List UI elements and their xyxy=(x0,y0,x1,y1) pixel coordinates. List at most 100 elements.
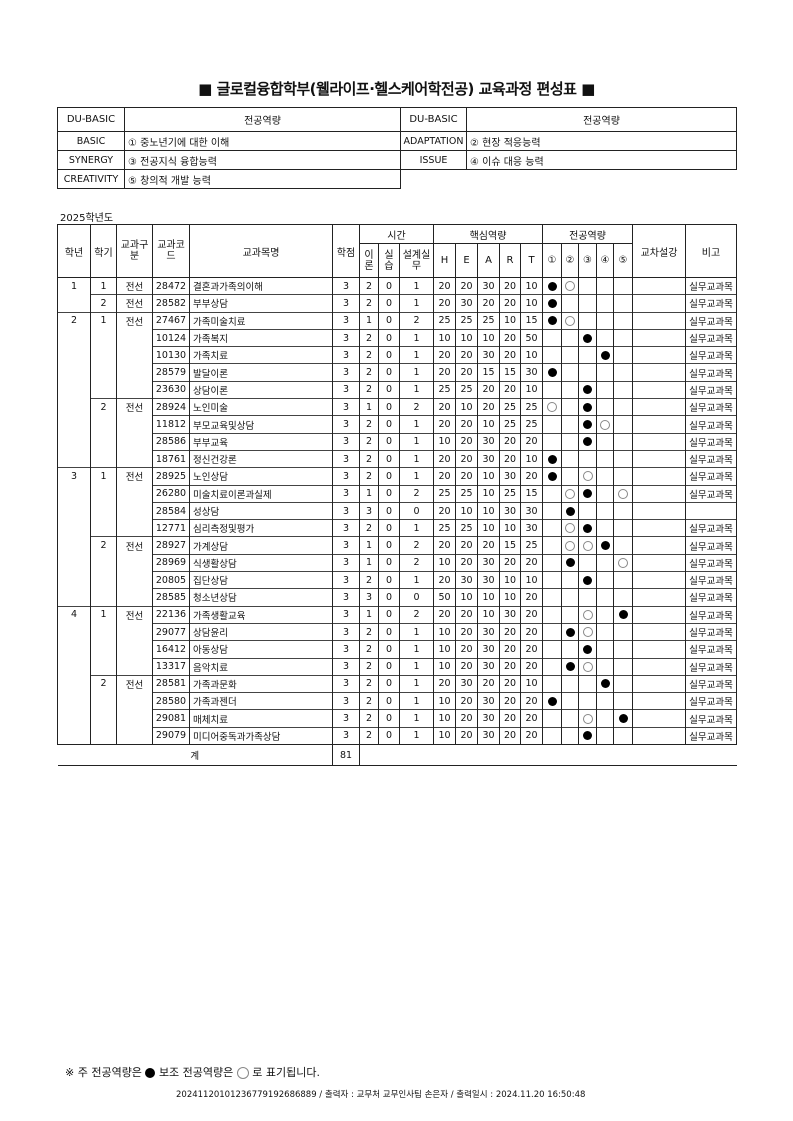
cell-course-name: 미술치료이론과실제 xyxy=(189,484,333,503)
cell-T: 10 xyxy=(520,449,543,468)
cell-course-name: 부부상담 xyxy=(189,294,333,313)
competency-value: ② 현장 적응능력 xyxy=(466,131,737,151)
cell-H: 20 xyxy=(433,449,456,468)
cell-major-1 xyxy=(542,588,562,607)
cell-semester xyxy=(90,692,117,710)
table-row: 13317 음악치료 3 2 0 1 10 20 30 20 20 실무교과목 xyxy=(57,657,737,676)
cell-type xyxy=(116,415,153,434)
cell-code: 11812 xyxy=(152,415,190,434)
legend-prefix: ※ 주 전공역량은 xyxy=(65,1066,142,1079)
cell-design: 1 xyxy=(399,276,434,295)
cell-A: 30 xyxy=(477,692,500,710)
cell-credit: 3 xyxy=(332,536,360,555)
cell-semester xyxy=(90,571,117,589)
filled-circle-icon xyxy=(583,575,592,585)
cell-practice: 0 xyxy=(378,415,400,434)
table-row: 28969 식생활상담 3 1 0 2 10 20 30 20 20 실무교과목 xyxy=(57,553,737,572)
cell-major-4 xyxy=(596,276,614,295)
cell-code: 29077 xyxy=(152,622,190,641)
cell-A: 10 xyxy=(477,605,500,624)
cell-code: 28585 xyxy=(152,588,190,607)
hollow-circle-icon xyxy=(618,488,628,499)
cell-design: 2 xyxy=(399,553,434,572)
cell-major-5 xyxy=(613,276,633,295)
table-row: 2 전선 28581 가족과문화 3 2 0 1 20 30 20 20 10 실무교과목 xyxy=(57,674,737,693)
header-grade: 학년 xyxy=(57,224,91,278)
cell-R: 20 xyxy=(499,328,521,347)
cell-credit: 3 xyxy=(332,432,360,451)
cell-R: 20 xyxy=(499,276,521,295)
cell-major-1 xyxy=(542,692,562,710)
cell-design: 2 xyxy=(399,398,434,416)
cell-grade xyxy=(57,519,91,537)
cell-practice: 0 xyxy=(378,484,400,503)
cell-major-5 xyxy=(613,328,633,347)
cell-A: 30 xyxy=(477,276,500,295)
cell-cross xyxy=(632,726,686,745)
cell-semester xyxy=(90,623,117,641)
cell-T: 10 xyxy=(520,346,543,364)
cell-major-1 xyxy=(542,449,562,468)
cell-design: 1 xyxy=(399,726,434,745)
cell-semester xyxy=(90,415,117,434)
cell-cross xyxy=(632,674,686,693)
cell-remark: 실무교과목 xyxy=(685,294,737,313)
table-row: 11812 부모교육및상담 3 2 0 1 20 20 10 25 25 실무교과목 xyxy=(57,415,737,434)
cell-major-3 xyxy=(578,276,597,295)
total-empty xyxy=(359,744,737,766)
cell-cross xyxy=(632,276,686,295)
cell-code: 22136 xyxy=(152,605,190,624)
table-row: 29081 매체치료 3 2 0 1 10 20 30 20 20 실무교과목 xyxy=(57,709,737,728)
cell-semester xyxy=(90,450,117,468)
cell-major-3 xyxy=(578,640,597,659)
cell-major-5 xyxy=(613,553,633,572)
cell-design: 1 xyxy=(399,519,434,537)
filled-circle-icon xyxy=(583,333,592,343)
header-core-sub: A xyxy=(477,243,500,278)
cell-R: 10 xyxy=(499,588,521,607)
cell-grade xyxy=(57,536,91,555)
cell-major-1 xyxy=(542,605,562,624)
cell-major-5 xyxy=(613,380,633,399)
cell-R: 10 xyxy=(499,311,521,330)
cell-credit: 3 xyxy=(332,571,360,589)
cell-design: 2 xyxy=(399,536,434,555)
cell-theory: 2 xyxy=(359,622,379,641)
cell-R: 25 xyxy=(499,398,521,416)
cell-T: 10 xyxy=(520,674,543,693)
cell-major-4 xyxy=(596,501,614,520)
cell-major-5 xyxy=(613,657,633,676)
cell-E: 25 xyxy=(455,484,478,503)
cell-design: 0 xyxy=(399,501,434,520)
cell-design: 0 xyxy=(399,588,434,607)
cell-semester xyxy=(90,709,117,728)
cell-credit: 3 xyxy=(332,346,360,364)
cell-major-3 xyxy=(578,449,597,468)
cell-major-4 xyxy=(596,640,614,659)
hollow-circle-icon xyxy=(565,523,575,534)
cell-type xyxy=(116,571,153,589)
cell-E: 30 xyxy=(455,571,478,589)
cell-type xyxy=(116,588,153,607)
cell-remark: 실무교과목 xyxy=(685,709,737,728)
cell-major-3 xyxy=(578,571,597,589)
cell-major-2 xyxy=(561,467,579,486)
header-course-name: 교과목명 xyxy=(189,224,333,278)
filled-circle-icon xyxy=(583,489,592,499)
cell-practice: 0 xyxy=(378,622,400,641)
cell-E: 20 xyxy=(455,657,478,676)
cell-major-2 xyxy=(561,657,579,676)
cell-major-1 xyxy=(542,467,562,486)
cell-design: 2 xyxy=(399,311,434,330)
cell-code: 28969 xyxy=(152,553,190,572)
cell-major-5 xyxy=(613,536,633,555)
cell-major-5 xyxy=(613,311,633,330)
cell-remark: 실무교과목 xyxy=(685,380,737,399)
cell-major-4 xyxy=(596,536,614,555)
cell-major-2 xyxy=(561,276,579,295)
cell-A: 20 xyxy=(477,536,500,555)
cell-A: 10 xyxy=(477,415,500,434)
cell-R: 15 xyxy=(499,536,521,555)
cell-R: 20 xyxy=(499,674,521,693)
cell-E: 20 xyxy=(455,432,478,451)
